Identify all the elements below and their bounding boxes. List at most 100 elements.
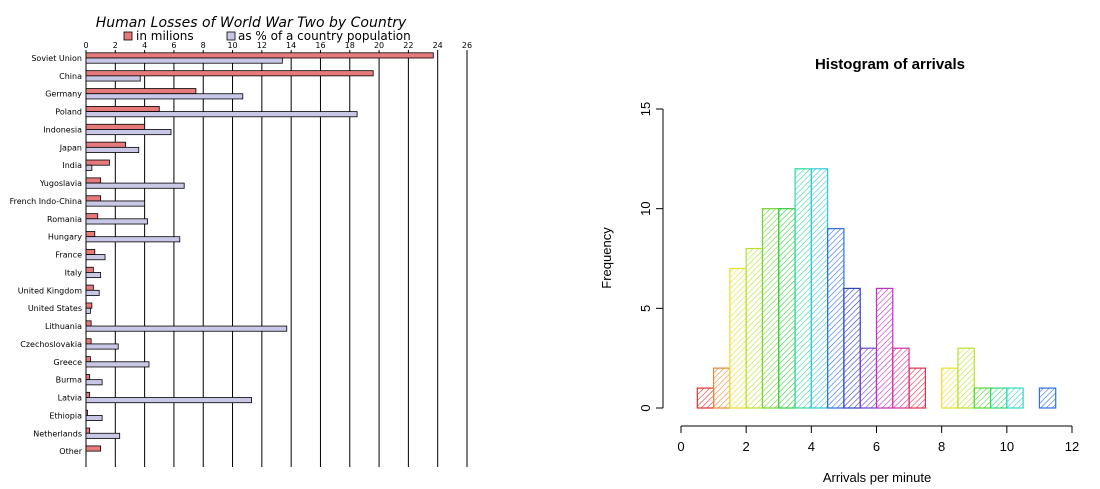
y-tick-label: 5 xyxy=(638,305,653,312)
x-tick-label: 0 xyxy=(677,439,684,454)
category-label: Germany xyxy=(45,90,82,99)
histogram-bar xyxy=(843,287,861,409)
bar-millions xyxy=(85,106,160,113)
legend-label-percent: as % of a country population xyxy=(238,29,411,43)
x-tick-label: 6 xyxy=(873,439,880,454)
y-tick-label: 10 xyxy=(638,201,653,215)
histogram-bar xyxy=(712,367,731,409)
category-label: Poland xyxy=(55,108,82,117)
bar-percent xyxy=(85,182,185,189)
bar-millions xyxy=(85,177,102,184)
category-label: France xyxy=(55,251,82,260)
bar-percent xyxy=(85,75,141,82)
bar-millions xyxy=(85,338,92,345)
x-tick-label: 12 xyxy=(1065,439,1079,454)
chart1-legend: in milions as % of a country population xyxy=(123,29,411,43)
histogram-bar xyxy=(745,247,764,409)
x-tick-label: 14 xyxy=(286,41,296,50)
bar-millions xyxy=(85,195,102,202)
x-tick-label: 18 xyxy=(345,41,355,50)
bar-percent xyxy=(85,414,103,421)
chart2-axes: 0 2 4 6 8 10 12 0 5 10 15 xyxy=(638,102,1079,454)
x-tick-label: 24 xyxy=(433,41,443,50)
category-label: Soviet Union xyxy=(31,54,82,63)
histogram-bar xyxy=(761,208,780,409)
legend-label-millions: in milions xyxy=(136,29,194,43)
chart1-gridlines xyxy=(85,50,468,467)
x-tick-label: 22 xyxy=(403,41,413,50)
category-label: Czechoslovakia xyxy=(20,340,82,349)
histogram-bar xyxy=(875,287,894,409)
chart2-x-label: Arrivals per minute xyxy=(823,470,931,485)
category-label: Latvia xyxy=(58,394,82,403)
arrivals-histogram: Histogram of arrivals 0 2 4 6 8 10 12 0 5 10 15 Ar… xyxy=(599,56,1079,485)
histogram-bar xyxy=(696,387,715,409)
bar-millions xyxy=(85,213,99,220)
histogram-bar xyxy=(827,228,845,409)
bar-percent xyxy=(85,343,119,350)
bar-percent xyxy=(85,289,100,296)
x-tick-label: 0 xyxy=(83,41,88,50)
bar-millions xyxy=(85,248,96,255)
x-tick-label: 6 xyxy=(171,41,176,50)
histogram-bar xyxy=(973,387,992,409)
x-tick-label: 4 xyxy=(808,439,815,454)
y-tick-label: 0 xyxy=(638,404,653,411)
category-label: French Indo-China xyxy=(10,197,83,206)
bar-percent xyxy=(85,164,93,171)
chart2-bars xyxy=(696,168,1057,409)
bar-percent xyxy=(85,57,283,64)
x-tick-label: 8 xyxy=(938,439,945,454)
bar-millions xyxy=(85,302,93,309)
chart1-title: Human Losses of World War Two by Country xyxy=(96,15,407,31)
x-tick-label: 4 xyxy=(142,41,147,50)
histogram-bar xyxy=(892,347,910,409)
category-label: India xyxy=(62,161,82,170)
bar-percent xyxy=(85,129,172,136)
category-label: Burma xyxy=(56,376,83,385)
category-label: Romania xyxy=(47,215,82,224)
bar-millions xyxy=(85,159,110,166)
legend-swatch-percent xyxy=(226,31,236,41)
chart1-categories: Soviet Union China Germany Poland Indonesia J… xyxy=(10,54,83,456)
bar-percent xyxy=(85,397,252,404)
x-tick-label: 26 xyxy=(462,41,472,50)
histogram-bar xyxy=(810,168,829,409)
histogram-bar xyxy=(794,168,812,409)
bar-percent xyxy=(85,432,121,439)
bar-percent xyxy=(85,111,358,118)
x-tick-label: 2 xyxy=(743,439,750,454)
legend-swatch-millions xyxy=(123,31,133,41)
bar-millions xyxy=(85,391,91,398)
category-label: Italy xyxy=(65,268,83,277)
bar-millions xyxy=(85,356,91,363)
histogram-bar xyxy=(778,208,796,409)
bar-percent xyxy=(85,93,244,100)
category-label: Netherlands xyxy=(33,429,82,438)
x-tick-label: 2 xyxy=(113,41,118,50)
histogram-bar xyxy=(941,367,959,409)
bar-millions xyxy=(85,70,374,77)
category-label: Japan xyxy=(59,143,82,152)
histogram-bar xyxy=(957,347,975,409)
war-losses-chart: Human Losses of World War Two by Country… xyxy=(10,15,472,467)
x-tick-label: 16 xyxy=(315,41,325,50)
bar-millions xyxy=(85,284,94,291)
category-label: Other xyxy=(59,447,82,456)
chart2-y-label: Frequency xyxy=(599,227,614,289)
category-label: Yugoslavia xyxy=(39,179,82,188)
bar-millions xyxy=(85,231,96,238)
histogram-bar xyxy=(859,347,878,409)
bar-percent xyxy=(85,146,140,153)
bar-percent xyxy=(85,254,106,261)
bar-millions xyxy=(85,266,94,273)
category-label: United States xyxy=(28,304,82,313)
chart1-x-ticks: 0 2 4 6 8 10 12 14 16 18 20 22 24 26 xyxy=(83,41,472,50)
x-tick-label: 12 xyxy=(257,41,267,50)
x-tick-label: 10 xyxy=(227,41,237,50)
bar-millions xyxy=(85,320,92,327)
x-tick-label: 10 xyxy=(1000,439,1014,454)
histogram-bar xyxy=(908,367,926,409)
bar-millions xyxy=(85,141,126,148)
